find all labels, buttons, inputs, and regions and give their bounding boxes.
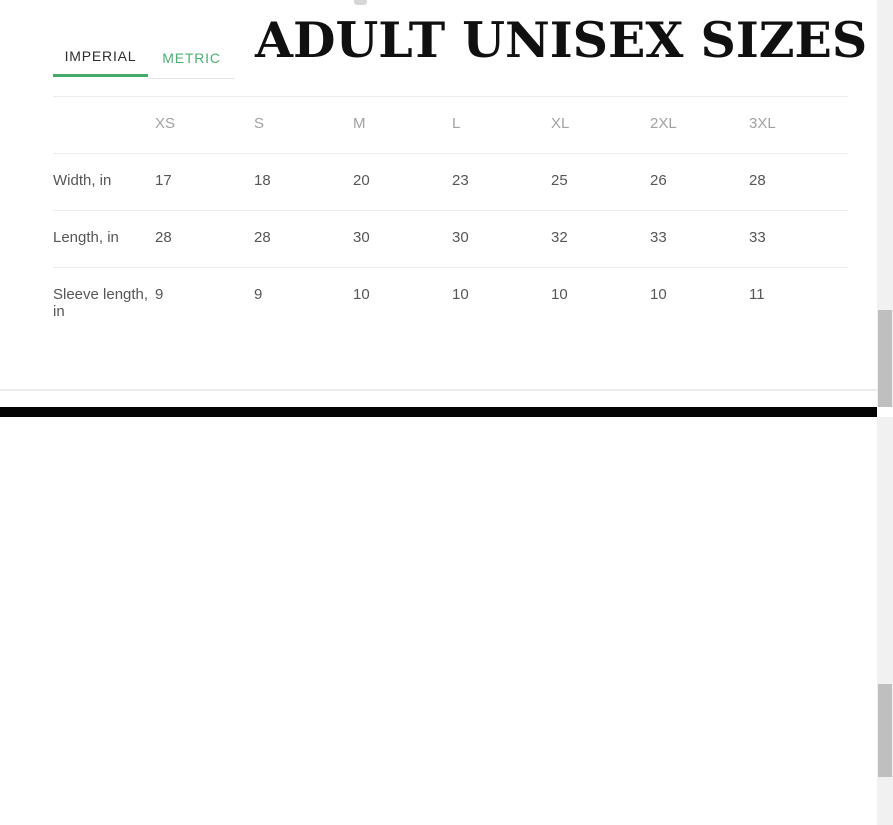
cell-value: 18: [254, 153, 353, 211]
column-header: XS: [155, 96, 254, 154]
cell-value: 20: [353, 153, 452, 211]
cell-value: 26: [650, 153, 749, 211]
cell-value: 25: [551, 153, 650, 211]
cell-value: 28: [155, 210, 254, 268]
column-header: M: [353, 96, 452, 154]
cell-value: 9: [254, 286, 263, 303]
cell-value: 33: [749, 210, 848, 268]
cell-value: 30: [353, 210, 452, 268]
tab-imperial-adult[interactable]: IMPERIAL: [53, 38, 148, 77]
cell-value: 28: [254, 210, 353, 268]
cell-value: 11: [749, 286, 765, 303]
section-divider: [0, 407, 877, 417]
scrollbar-thumb-youth[interactable]: [878, 684, 892, 777]
cell-value: 32: [551, 210, 650, 268]
row-label: Width, in: [53, 153, 155, 211]
column-header: L: [452, 96, 551, 154]
table-row: Sleeve length, in 9 9 10 10 10 10 11: [53, 268, 848, 325]
adult-size-table: XS S M L XL 2XL 3XL Width, in 17 18 20 2…: [53, 96, 848, 325]
cell-value: 23: [452, 153, 551, 211]
cell-value: 9: [155, 286, 164, 303]
cell-value: 10: [551, 286, 568, 303]
column-header: XL: [551, 96, 650, 154]
scrollbar-thumb-adult[interactable]: [878, 310, 892, 407]
column-header: 2XL: [650, 96, 749, 154]
cell-value: 33: [650, 210, 749, 268]
cell-value: 10: [650, 286, 667, 303]
column-header: S: [254, 96, 353, 154]
tab-metric-adult[interactable]: METRIC: [148, 38, 235, 79]
table-row: Width, in 17 18 20 23 25 26 28: [53, 153, 848, 211]
corner-cell: [53, 96, 155, 154]
cell-value: 30: [452, 210, 551, 268]
cell-value: 10: [353, 286, 370, 303]
table-row: Length, in 28 28 30 30 32 33 33: [53, 210, 848, 268]
cell-value: 17: [155, 153, 254, 211]
cell-value: 28: [749, 153, 848, 211]
column-header: 3XL: [749, 96, 848, 154]
adult-size-chart-section: IMPERIAL METRIC ADULT UNISEX SIZES XS S …: [0, 0, 893, 407]
adult-header-row: XS S M L XL 2XL 3XL: [53, 96, 848, 154]
scrollbar-track-adult[interactable]: [877, 0, 893, 407]
youth-size-chart-section: All measurements in the table refer to g…: [0, 417, 893, 825]
row-label: Length, in: [53, 210, 155, 268]
row-label: Sleeve length, in: [53, 286, 149, 320]
card-bottom-edge: [0, 389, 877, 391]
cell-value: 10: [452, 286, 469, 303]
adult-section-title: ADULT UNISEX SIZES: [255, 11, 868, 69]
cropped-text-fragment: [354, 0, 367, 5]
adult-unit-tabs: IMPERIAL METRIC: [53, 38, 235, 79]
scrollbar-track-youth[interactable]: [877, 417, 893, 825]
